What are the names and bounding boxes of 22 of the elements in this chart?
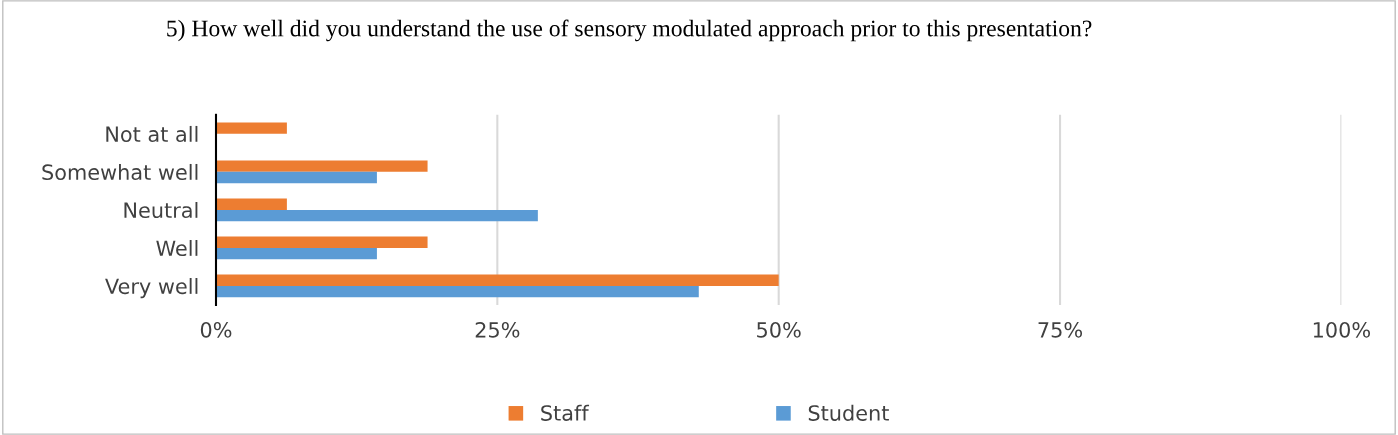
x-tick-label: 50% <box>757 321 801 338</box>
y-tick-label: Somewhat well <box>42 163 198 181</box>
x-tick-label: 75% <box>1038 321 1083 338</box>
bar <box>215 171 377 184</box>
chart-title: 5) How well did you understand the use of sensory modulated approach prior to this presentation? <box>167 19 1092 42</box>
y-tick-label: Neutral <box>124 201 198 219</box>
x-tick-label: 0% <box>200 321 232 338</box>
bar <box>215 160 428 172</box>
bar <box>215 274 779 286</box>
bar <box>215 236 428 248</box>
y-tick-label: Very well <box>105 278 198 299</box>
x-tick-label: 25% <box>475 321 520 338</box>
bar <box>215 247 377 260</box>
bar <box>215 122 287 134</box>
bar <box>215 198 287 210</box>
legend-label: Student <box>808 404 889 421</box>
y-tick-label: Well <box>156 239 198 257</box>
y-tick-label: Not at all <box>106 125 198 143</box>
x-tick-label: 100% <box>1313 321 1371 338</box>
legend-label: Staff <box>541 404 590 421</box>
bar <box>215 285 699 298</box>
bar <box>215 209 538 222</box>
